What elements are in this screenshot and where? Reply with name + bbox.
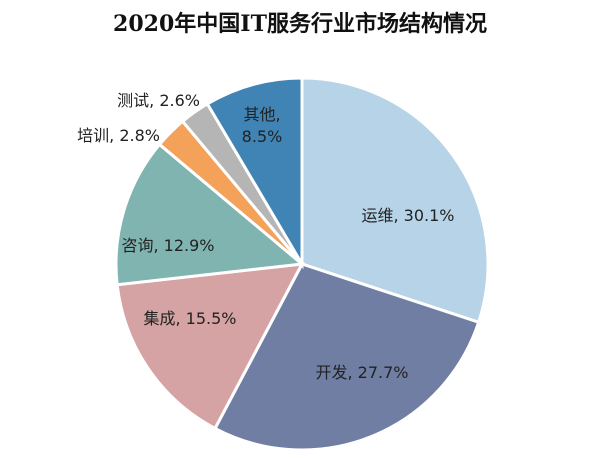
pie-slice-3 bbox=[114, 142, 306, 287]
pie-slice-1 bbox=[213, 262, 481, 452]
slice-label-0: 运维, 30.1% bbox=[361, 206, 454, 225]
slice-label-5: 测试, 2.6% bbox=[117, 91, 200, 110]
slice-label-1: 开发, 27.7% bbox=[315, 363, 408, 382]
slice-label-3: 咨询, 12.9% bbox=[121, 236, 214, 255]
pie-slice-2 bbox=[115, 262, 305, 431]
pie-slice-0 bbox=[300, 76, 490, 325]
slice-label-2: 集成, 15.5% bbox=[143, 309, 236, 328]
slice-label-4: 培训, 2.8% bbox=[77, 126, 160, 145]
slice-label-6: 其他, 8.5% bbox=[242, 105, 283, 146]
chart-title: 2020年中国IT服务行业市场结构情况 bbox=[113, 11, 487, 37]
pie-slice-6 bbox=[205, 76, 304, 270]
